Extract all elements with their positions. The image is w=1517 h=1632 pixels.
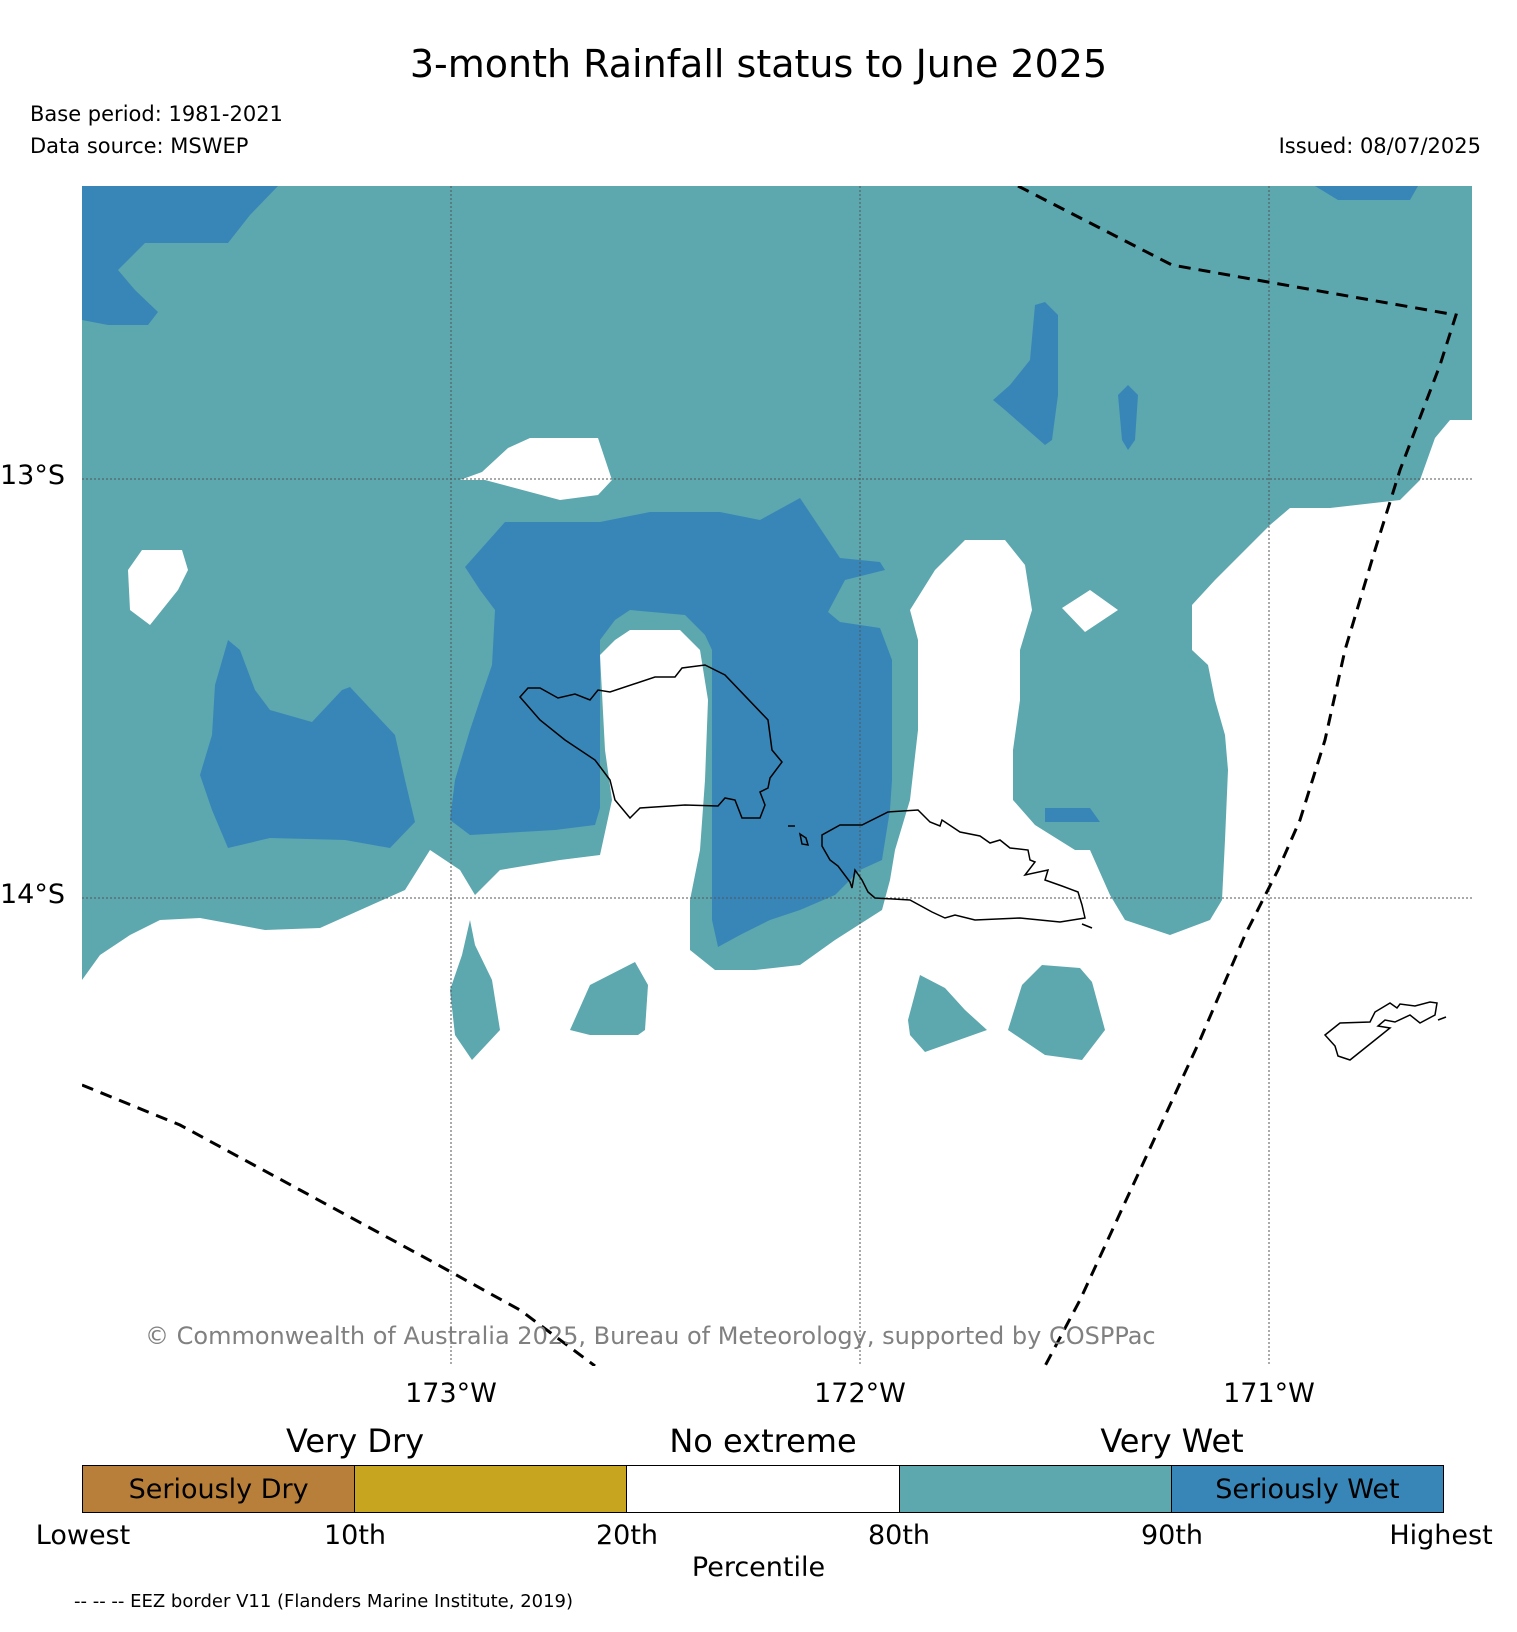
savaii-coastline bbox=[821, 809, 1086, 923]
legend-category-no-extreme: No extreme bbox=[669, 1422, 857, 1460]
colorbar-tick-label: Lowest bbox=[35, 1520, 131, 1551]
longitude-label: 173°W bbox=[405, 1378, 497, 1409]
colorbar-tick-label: 90th bbox=[1140, 1520, 1204, 1551]
colorbar-tick-label: Highest bbox=[1389, 1520, 1493, 1551]
very-wet-patch bbox=[450, 920, 500, 1060]
colorbar-seriously-wet: Seriously Wet bbox=[1171, 1466, 1444, 1512]
eez-border bbox=[1017, 186, 1458, 1366]
seriously-wet-region bbox=[200, 640, 415, 848]
data-source-text: Data source: MSWEP bbox=[30, 134, 249, 158]
no-extreme-hole bbox=[1062, 590, 1118, 632]
seriously-wet-region bbox=[450, 498, 892, 947]
colorbar-very-wet bbox=[899, 1466, 1172, 1512]
very-wet-patch bbox=[908, 975, 987, 1052]
islet-marker bbox=[1081, 923, 1093, 929]
legend-category-very-dry: Very Dry bbox=[285, 1422, 425, 1460]
upolu-coastline bbox=[519, 664, 783, 820]
colorbar-very-dry bbox=[355, 1466, 628, 1512]
colorbar-tick-label: 20th bbox=[595, 1520, 659, 1551]
colorbar-no-extreme bbox=[627, 1466, 900, 1512]
seriously-wet-region bbox=[1315, 186, 1418, 200]
colorbar-seriously-dry: Seriously Dry bbox=[83, 1466, 356, 1512]
longitude-label: 171°W bbox=[1223, 1378, 1315, 1409]
islet-marker bbox=[1437, 1016, 1447, 1021]
tutuila-coastline bbox=[1323, 1001, 1438, 1061]
colorbar-tick-label: 10th bbox=[323, 1520, 387, 1551]
percentile-colorbar: Seriously Dry Seriously Wet bbox=[82, 1465, 1444, 1513]
longitude-label: 172°W bbox=[814, 1378, 906, 1409]
rainfall-map bbox=[82, 186, 1472, 1366]
seriously-wet-region bbox=[82, 186, 278, 325]
no-extreme-hole bbox=[460, 438, 612, 500]
seriously-wet-region bbox=[1045, 808, 1100, 822]
latitude-label: 14°S bbox=[0, 879, 65, 910]
base-period-text: Base period: 1981-2021 bbox=[30, 102, 283, 126]
issued-date-text: Issued: 08/07/2025 bbox=[1278, 134, 1481, 158]
colorbar-tick-label: 80th bbox=[867, 1520, 931, 1551]
eez-border bbox=[82, 1083, 596, 1366]
seriously-wet-region bbox=[993, 302, 1058, 445]
legend-category-very-wet: Very Wet bbox=[1100, 1422, 1244, 1460]
colorbar-axis-label: Percentile bbox=[691, 1552, 826, 1583]
map-title: 3-month Rainfall status to June 2025 bbox=[409, 42, 1108, 86]
very-wet-patch bbox=[570, 962, 648, 1035]
small-islet-coastline bbox=[798, 832, 810, 846]
latitude-label: 13°S bbox=[0, 460, 65, 491]
copyright-credit: © Commonwealth of Australia 2025, Bureau… bbox=[145, 1322, 1156, 1350]
no-extreme-hole bbox=[128, 550, 188, 625]
very-wet-patch bbox=[1008, 965, 1105, 1060]
eez-border-note: -- -- -- EEZ border V11 (Flanders Marine… bbox=[74, 1591, 574, 1612]
seriously-wet-region bbox=[1118, 385, 1138, 450]
